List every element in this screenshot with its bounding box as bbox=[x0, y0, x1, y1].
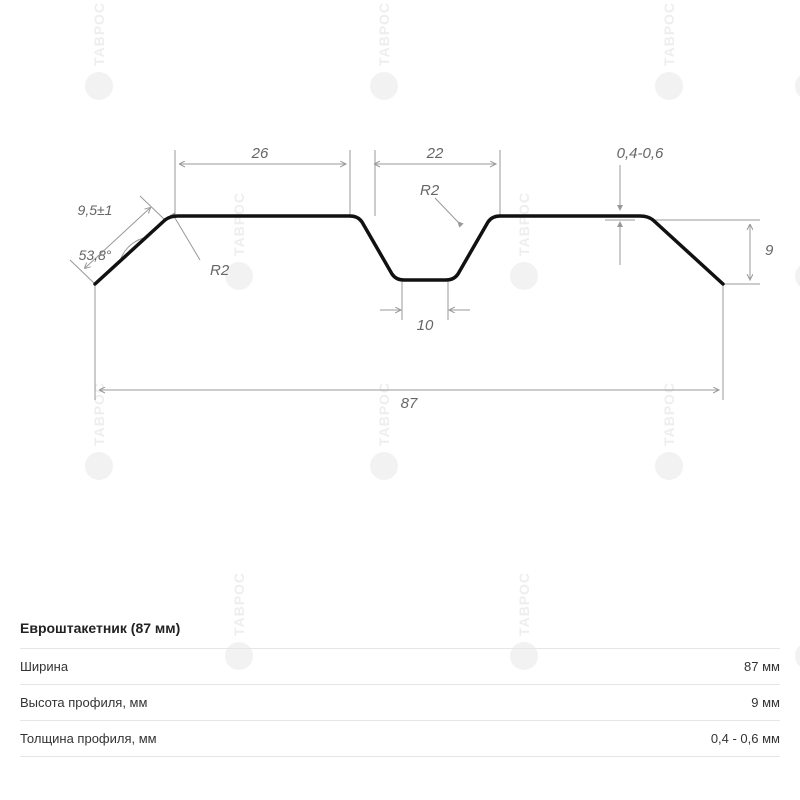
dim-angle: 53,8° bbox=[79, 247, 112, 263]
table-row: Высота профиля, мм 9 мм bbox=[20, 684, 780, 720]
table-row: Толщина профиля, мм 0,4 - 0,6 мм bbox=[20, 720, 780, 757]
spec-label: Высота профиля, мм bbox=[20, 695, 147, 710]
spec-table: Евроштакетник (87 мм) Ширина 87 мм Высот… bbox=[20, 620, 780, 757]
product-title: Евроштакетник (87 мм) bbox=[20, 620, 780, 636]
profile-path bbox=[95, 216, 723, 284]
spec-label: Ширина bbox=[20, 659, 68, 674]
watermark: ТАВРОС bbox=[795, 572, 800, 670]
dim-left-diag: 9,5±1 bbox=[78, 202, 113, 218]
table-row: Ширина 87 мм bbox=[20, 648, 780, 684]
dim-height: 9 bbox=[765, 242, 774, 259]
dim-radius-left: R2 bbox=[210, 262, 230, 279]
dim-overall: 87 bbox=[401, 395, 418, 412]
spec-value: 87 мм bbox=[744, 659, 780, 674]
profile-diagram: 26 22 0,4-0,6 9,5±1 53,8° R2 R2 10 bbox=[0, 0, 800, 500]
spec-value: 0,4 - 0,6 мм bbox=[711, 731, 780, 746]
spec-label: Толщина профиля, мм bbox=[20, 731, 157, 746]
dim-top-right: 22 bbox=[426, 145, 444, 162]
dim-top-left: 26 bbox=[251, 145, 269, 162]
dim-thickness: 0,4-0,6 bbox=[617, 145, 664, 162]
spec-value: 9 мм bbox=[751, 695, 780, 710]
dim-radius-center: R2 bbox=[420, 182, 440, 199]
dim-valley: 10 bbox=[417, 317, 434, 334]
